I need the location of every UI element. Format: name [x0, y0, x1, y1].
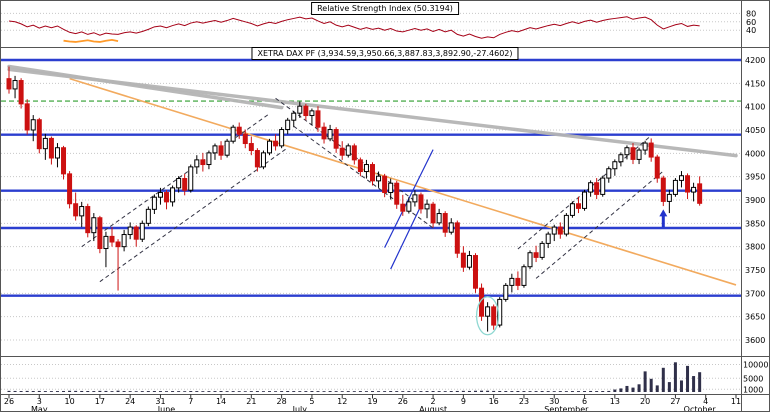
svg-text:June: June: [157, 405, 176, 412]
svg-text:5: 5: [309, 397, 314, 406]
svg-text:September: September: [544, 405, 589, 412]
svg-text:3800: 3800: [745, 243, 765, 252]
svg-text:3: 3: [37, 397, 42, 406]
svg-text:28: 28: [277, 397, 287, 406]
svg-text:3600: 3600: [745, 336, 765, 345]
svg-text:12: 12: [337, 397, 347, 406]
svg-text:4150: 4150: [745, 79, 765, 88]
svg-text:1000: 1000: [743, 385, 763, 394]
svg-text:3750: 3750: [745, 266, 765, 275]
svg-text:9: 9: [461, 397, 466, 406]
svg-text:October: October: [684, 405, 717, 412]
svg-text:26: 26: [4, 397, 14, 406]
svg-text:3700: 3700: [745, 289, 765, 298]
svg-text:4050: 4050: [745, 126, 765, 135]
svg-text:4200: 4200: [745, 56, 765, 65]
rsi-title-box: Relative Strength Index (50.3194): [311, 2, 459, 15]
svg-text:31: 31: [155, 397, 165, 406]
svg-text:2: 2: [431, 397, 436, 406]
svg-text:6: 6: [582, 397, 587, 406]
svg-text:60: 60: [746, 18, 756, 27]
svg-text:3950: 3950: [745, 173, 765, 182]
svg-text:26: 26: [398, 397, 408, 406]
svg-text:July: July: [292, 405, 308, 412]
svg-text:3850: 3850: [745, 219, 765, 228]
svg-text:80: 80: [746, 9, 756, 18]
svg-text:10000: 10000: [743, 361, 768, 370]
svg-text:May: May: [31, 405, 48, 412]
svg-text:4000: 4000: [745, 149, 765, 158]
svg-text:19: 19: [367, 397, 377, 406]
svg-text:27: 27: [670, 397, 680, 406]
svg-text:7: 7: [188, 397, 193, 406]
quote-title-box: XETRA DAX PF (3,934.59,3,950.66,3,887.83…: [251, 47, 519, 60]
svg-text:23: 23: [519, 397, 529, 406]
svg-text:4100: 4100: [745, 103, 765, 112]
svg-text:10: 10: [64, 397, 74, 406]
svg-text:17: 17: [95, 397, 105, 406]
svg-text:13: 13: [610, 397, 620, 406]
svg-text:3900: 3900: [745, 196, 765, 205]
svg-text:24: 24: [125, 397, 135, 406]
svg-text:20: 20: [640, 397, 650, 406]
svg-text:11: 11: [731, 397, 741, 406]
svg-text:3650: 3650: [745, 313, 765, 322]
svg-text:4: 4: [703, 397, 708, 406]
svg-text:30: 30: [549, 397, 559, 406]
svg-text:14: 14: [216, 397, 226, 406]
svg-text:21: 21: [246, 397, 256, 406]
svg-text:August: August: [419, 405, 447, 412]
svg-text:40: 40: [746, 26, 756, 35]
svg-text:16: 16: [489, 397, 499, 406]
svg-text:5000: 5000: [743, 374, 763, 383]
